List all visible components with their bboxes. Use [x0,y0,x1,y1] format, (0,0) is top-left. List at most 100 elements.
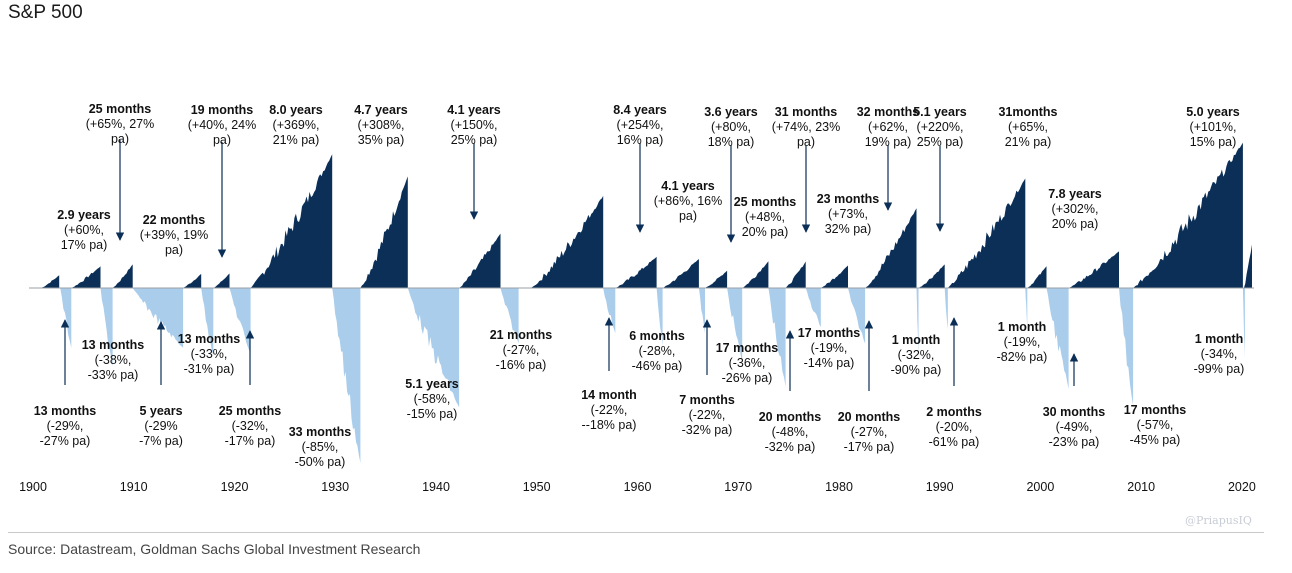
bear-market-label-detail: (-22%, [689,408,726,422]
bull-market-label-detail: (+48%, [745,210,785,224]
bear-market-label-detail: -32% pa) [682,423,733,437]
bull-market-area-5 [250,154,333,288]
bear-market-label-duration: 13 months [34,404,97,418]
bear-market-label-detail: (-48%, [772,425,809,439]
bull-market-label: 31months (+65%, 21% pa) [998,105,1057,149]
bull-market-area-16 [865,208,917,288]
bull-market-area-12 [705,270,728,288]
bull-market-label: 5.0 years (+101%, 15% pa) [1186,105,1240,149]
bull-market-label: 25 months (+48%, 20% pa) [734,195,797,239]
bear-market-label: 5.1 years (-58%, -15% pa) [405,377,459,421]
bear-market-area-5 [332,288,361,463]
bull-market-label-duration: 4.1 years [447,103,501,117]
source-note: Source: Datastream, Goldman Sachs Global… [8,541,421,557]
bull-market-label-detail: (+39%, 19% [140,228,208,242]
bull-market-area-14 [785,261,806,288]
bull-market-label-detail: 35% pa) [358,133,405,147]
bear-market-label: 17 months (-19%, -14% pa) [798,326,861,370]
bull-market-label-detail: 21% pa) [273,133,320,147]
bear-market-label-detail: -46% pa) [632,359,683,373]
bear-market-area-16 [944,288,948,330]
bear-market-label-detail: (-19%, [811,341,848,355]
bear-market-label-detail: -50% pa) [295,455,346,469]
bull-market-label-detail: (+74%, 23% [772,120,840,134]
bull-market-label-duration: 22 months [143,213,206,227]
bear-market-label: 20 months (-48%, -32% pa) [759,410,822,454]
x-tick-label: 1970 [724,480,752,494]
bear-market-label-detail: (-36%, [729,356,766,370]
bear-market-area-14 [848,288,866,344]
bear-market-label-detail: (-33%, [191,347,228,361]
bull-market-area-18 [947,178,1026,288]
bear-market-label-detail: (-29%, [47,419,84,433]
bull-market-label-detail: 32% pa) [825,222,872,236]
bull-market-label-duration: 5.0 years [1186,105,1240,119]
bull-market-label-detail: (+302%, [1052,202,1099,216]
bear-market-label-detail: (-19%, [1004,335,1041,349]
bear-market-label-duration: 30 months [1043,405,1106,419]
bear-market-label-detail: -27% pa) [40,434,91,448]
bull-market-label-detail: (+40%, 24% [188,118,256,132]
bear-market-label-duration: 5.1 years [405,377,459,391]
bull-market-label: 32 months (+62%, 19% pa) [857,105,920,149]
bull-market-area-4 [213,273,230,288]
bull-market-label-detail: (+220%, [917,120,964,134]
bull-market-label-detail: 25% pa) [917,135,964,149]
bull-market-label-duration: 32 months [857,105,920,119]
bear-market-area-1 [100,288,113,367]
bear-market-label-detail: (-32%, [898,348,935,362]
source-divider [8,532,1264,533]
bull-market-area-19 [1027,266,1047,288]
bear-market-label-duration: 7 months [679,393,735,407]
bear-market-label-detail: -82% pa) [997,350,1048,364]
bull-market-label-duration: 4.7 years [354,103,408,117]
bull-market-label-detail: 20% pa) [1052,217,1099,231]
x-tick-label: 1910 [120,480,148,494]
bear-market-label-detail: (-49%, [1056,420,1093,434]
bear-market-area-20 [1242,288,1245,358]
bull-market-area-2 [112,264,133,288]
bull-market-label: 4.7 years (+308%, 35% pa) [354,103,408,147]
bull-market-area-6 [360,176,408,288]
annotation-labels: 2.9 years (+60%, 17% pa)25 months (+65%, 27… [34,102,1245,469]
annotation-arrows [60,140,1079,391]
bear-market-area-4 [229,288,251,354]
bear-market-area-11 [727,288,743,363]
bear-market-label: 6 months (-28%, -46% pa) [629,329,685,373]
bull-market-label: 5.1 years (+220%, 25% pa) [913,105,967,149]
bull-market-label-duration: 23 months [817,192,880,206]
x-tick-label: 2000 [1026,480,1054,494]
bear-market-label-detail: -23% pa) [1049,435,1100,449]
bull-market-label-detail: pa) [111,132,129,146]
bear-market-area-17 [1025,288,1028,328]
bull-market-label-detail: pa) [213,133,231,147]
bull-market-label-duration: 3.6 years [704,105,758,119]
bear-market-label: 14 month (-22%, --18% pa) [581,388,637,432]
bear-market-area-15 [916,288,919,354]
bear-market-label-detail: (-32%, [232,419,269,433]
bear-market-label-detail: -90% pa) [891,363,942,377]
bear-market-label-detail: -7% pa) [139,434,183,448]
bull-market-label-duration: 25 months [734,195,797,209]
bear-market-label-detail: (-29% [144,419,177,433]
bear-market-label: 1 month (-32%, -90% pa) [891,333,942,377]
bull-market-label: 7.8 years (+302%, 20% pa) [1048,187,1102,231]
x-tick-label: 1960 [624,480,652,494]
bear-market-area-0 [60,288,72,348]
bull-market-area-1 [71,266,101,288]
x-axis-ticks: 1900 1910 1920 1930 1940 1950 1960 1970 1980 1990… [19,480,1256,494]
bear-market-label-duration: 14 month [581,388,637,402]
bull-market-label-detail: (+101%, [1190,120,1237,134]
bull-market-label-detail: 19% pa) [865,135,912,149]
bull-market-label: 8.4 years (+254%, 16% pa) [613,103,667,147]
bear-market-label-duration: 33 months [289,425,352,439]
bull-market-label: 4.1 years (+86%, 16% pa) [654,179,722,223]
bear-market-label-detail: (-85%, [302,440,339,454]
bull-market-area-20 [1068,251,1119,288]
chart-title: S&P 500 [8,2,83,23]
bull-market-label-detail: (+65%, 27% [86,117,154,131]
bull-market-label-detail: 25% pa) [451,133,498,147]
bear-market-area-13 [805,288,821,328]
bull-market-area-11 [662,259,699,288]
